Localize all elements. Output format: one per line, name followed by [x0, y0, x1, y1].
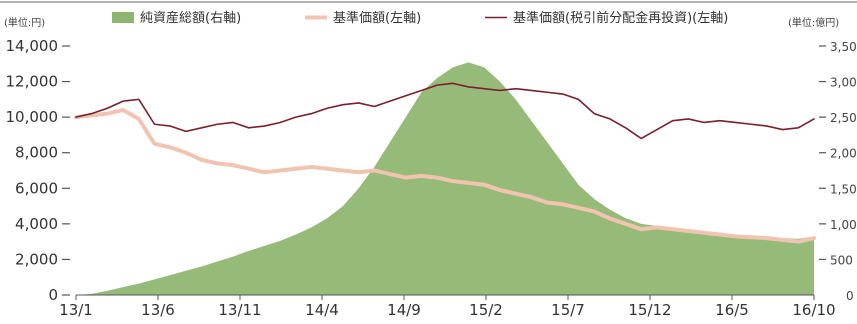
y-left-tick-label: 14,000	[6, 37, 59, 55]
x-axis: 13/1 13/6 13/11 14/4 14/9 15/2 15/7 15/12 16/5 16…	[59, 294, 836, 319]
y-left-tick-label: 2,000	[15, 250, 58, 268]
x-tick-label: 14/9	[387, 301, 421, 319]
x-tick-label: 13/6	[141, 301, 175, 319]
x-tick-label: 15/12	[628, 301, 671, 319]
series-line-reinv	[75, 82, 815, 140]
y-right-tick-label: 1,500	[830, 182, 857, 196]
y-right-tick-label: 1,000	[830, 218, 857, 232]
x-tick-label: 15/7	[551, 301, 585, 319]
y-right-tick-label: 2,500	[830, 111, 857, 125]
right-axis: 0 500 1,000 1,500 2,000 2,500 3,000 3,500	[819, 40, 857, 303]
y-right-tick-label: 500	[830, 253, 853, 267]
x-tick-label: 14/4	[305, 301, 339, 319]
x-tick-label: 16/10	[792, 301, 835, 319]
y-left-tick-label: 10,000	[6, 108, 59, 126]
y-left-tick-label: 0	[48, 286, 58, 304]
x-tick-label: 13/11	[218, 301, 261, 319]
series-line-nav	[74, 108, 816, 244]
y-left-tick-label: 4,000	[15, 215, 58, 233]
plot-area	[74, 62, 816, 295]
y-right-tick-label: 3,500	[830, 40, 857, 54]
legend-swatch-asset	[112, 12, 134, 23]
y-left-tick-label: 12,000	[6, 73, 59, 91]
x-tick-label: 13/1	[59, 301, 93, 319]
y-left-tick-label: 8,000	[15, 144, 58, 162]
y-right-tick-label: 2,000	[830, 147, 857, 161]
y-right-tick-label: 0	[846, 289, 854, 303]
unit-left: (単位:円)	[4, 16, 45, 29]
left-axis: 0 2,000 4,000 6,000 8,000 10,000 12,000 14,000	[6, 37, 70, 304]
y-left-tick-label: 6,000	[15, 179, 58, 197]
legend-label-nav: 基準価額(左軸)	[333, 10, 421, 26]
unit-right: (単位:億円)	[788, 16, 839, 29]
x-tick-label: 15/2	[469, 301, 503, 319]
legend-label-asset: 純資産総額(右軸)	[140, 10, 241, 26]
x-tick-label: 16/5	[715, 301, 749, 319]
y-right-tick-label: 3,000	[830, 76, 857, 90]
legend-label-reinv: 基準価額(税引前分配金再投資)(左軸)	[513, 10, 728, 26]
legend: 純資産総額(右軸) 基準価額(左軸) 基準価額(税引前分配金再投資)(左軸)	[112, 10, 728, 26]
